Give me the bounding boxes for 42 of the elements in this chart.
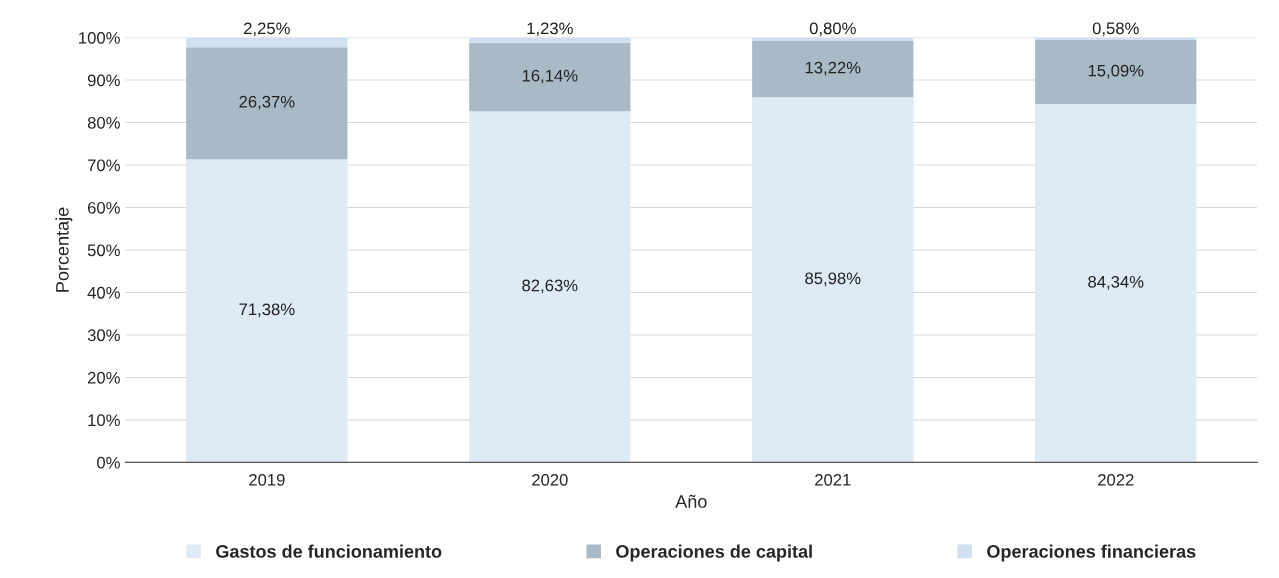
bar — [186, 37, 348, 48]
x-tick-label: 2020 — [532, 473, 568, 486]
y-tick-label: 80% — [87, 116, 120, 129]
y-tick-label: 70% — [87, 159, 120, 172]
y-tick-label: 90% — [87, 74, 120, 87]
legend-label: Gastos de funcionamiento — [216, 544, 442, 558]
data-label: 0,58% — [1092, 22, 1139, 37]
y-tick-label: 10% — [88, 414, 120, 427]
y-tick-label: 60% — [87, 201, 120, 214]
bar — [469, 42, 631, 112]
data-label: 2,25% — [244, 22, 290, 37]
x-tick-label: 2021 — [815, 473, 851, 486]
bar — [752, 97, 914, 463]
data-label: 0,80% — [809, 22, 856, 37]
data-label: 13,22% — [805, 61, 861, 76]
data-label: 15,09% — [1088, 64, 1144, 79]
data-label: 1,23% — [527, 22, 573, 37]
y-tick-label: 50% — [87, 244, 120, 257]
bar — [752, 40, 914, 98]
y-tick-label: 40% — [87, 286, 120, 299]
bar — [469, 37, 631, 43]
data-label: 26,37% — [239, 95, 295, 110]
bar — [186, 47, 348, 160]
y-tick-label: 100% — [79, 31, 120, 44]
legend-label: Operaciones de capital — [616, 544, 812, 562]
bar — [1035, 39, 1197, 105]
y-tick-label: 30% — [87, 329, 120, 342]
y-tick-label: 0% — [97, 456, 120, 469]
y-tick-label: 20% — [87, 371, 120, 384]
data-label: 85,98% — [805, 272, 861, 287]
x-tick-label: 2022 — [1098, 473, 1134, 486]
x-tick-label: 2019 — [249, 473, 285, 486]
data-label: 16,14% — [522, 69, 578, 84]
bar — [186, 159, 348, 463]
data-label: 84,34% — [1088, 275, 1144, 290]
bar — [469, 111, 631, 463]
x-axis-title: Año — [675, 494, 707, 508]
data-label: 71,38% — [239, 303, 295, 318]
legend-label: Operaciones financieras — [987, 544, 1196, 562]
y-axis-title: Porcentaje — [55, 207, 73, 292]
data-label: 82,63% — [522, 279, 578, 294]
bar — [1035, 104, 1197, 463]
